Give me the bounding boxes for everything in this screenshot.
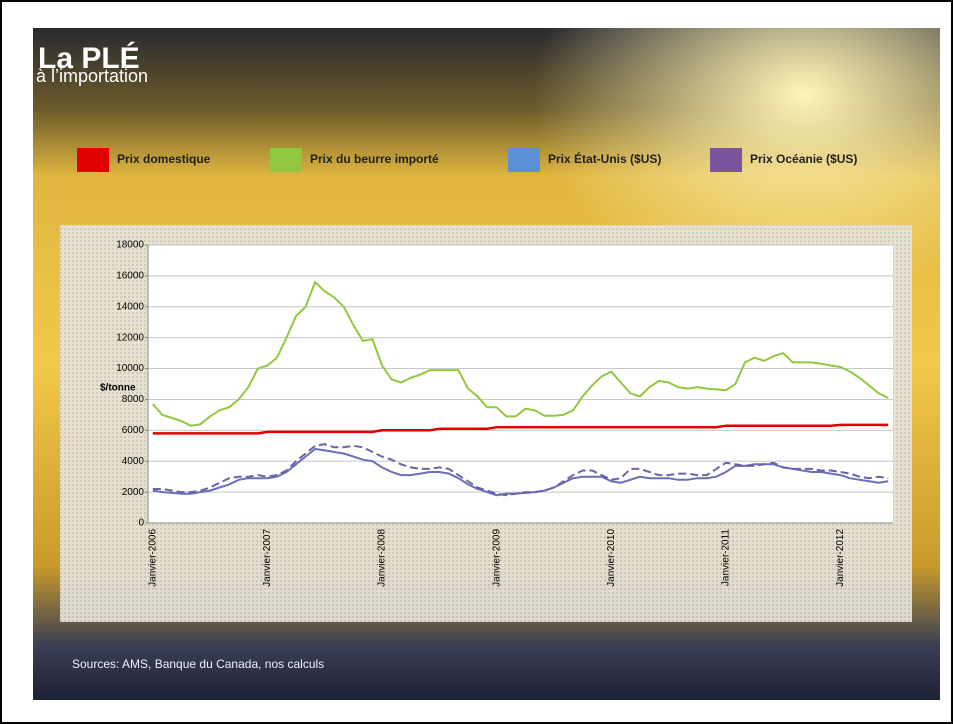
x-tick-label: Janvier-2011: [720, 529, 731, 587]
x-tick-label: Janvier-2009: [491, 529, 502, 587]
y-tick-label: 16000: [116, 271, 144, 282]
legend-swatch: [77, 148, 109, 172]
legend-label: Prix du beurre importé: [310, 152, 439, 166]
series-line: [152, 423, 889, 435]
title: La PLÉ: [38, 41, 140, 75]
subtitle: Évolution des prix de la PLÉ (domestique…: [36, 66, 149, 86]
y-tick-label: 0: [138, 518, 144, 529]
y-tick-label: 4000: [122, 456, 145, 467]
y-tick-label: 14000: [116, 301, 144, 312]
subtitle-box: Évolution des prix de la PLÉ (domestique…: [36, 66, 149, 86]
legend-swatch: [710, 148, 742, 172]
legend-swatch: [508, 148, 540, 172]
x-tick-label: Janvier-2012: [835, 529, 846, 587]
series-line: [152, 443, 889, 497]
legend-swatch: [270, 148, 302, 172]
plot-area: [148, 245, 893, 523]
legend-label: Prix Océanie ($US): [750, 152, 857, 166]
y-tick-label: 18000: [116, 240, 144, 251]
y-tick-label: 8000: [122, 394, 145, 405]
y-tick-label: 2000: [122, 487, 145, 498]
legend-label: Prix État-Unis ($US): [548, 151, 661, 166]
source: Sources: AMS, Banque du Canada, nos calc…: [72, 657, 324, 671]
y-axis-label: $/tonne: [100, 383, 136, 394]
y-tick-label: 12000: [116, 332, 144, 343]
x-tick-label: Janvier-2006: [147, 529, 158, 587]
x-tick-label: Janvier-2007: [262, 529, 273, 587]
series-line: [152, 280, 889, 427]
legend-label: Prix domestique: [117, 152, 211, 166]
x-tick-label: Janvier-2008: [377, 529, 388, 587]
y-tick-label: 6000: [122, 425, 145, 436]
x-tick-label: Janvier-2010: [606, 529, 617, 587]
y-tick-label: 10000: [116, 363, 144, 374]
